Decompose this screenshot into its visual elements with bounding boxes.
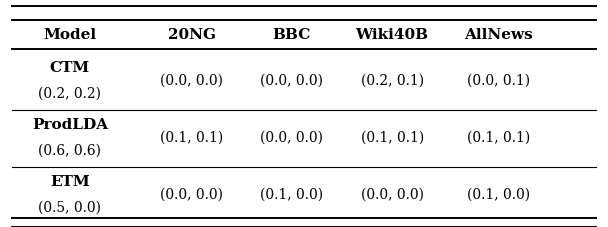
- Text: CTM: CTM: [50, 61, 90, 75]
- Text: AllNews: AllNews: [464, 28, 533, 42]
- Text: BBC: BBC: [272, 28, 311, 42]
- Text: (0.2, 0.2): (0.2, 0.2): [38, 86, 102, 100]
- Text: (0.1, 0.1): (0.1, 0.1): [467, 130, 530, 144]
- Text: (0.0, 0.0): (0.0, 0.0): [160, 74, 223, 88]
- Text: (0.1, 0.1): (0.1, 0.1): [361, 130, 424, 144]
- Text: (0.0, 0.0): (0.0, 0.0): [260, 130, 323, 144]
- Text: (0.1, 0.0): (0.1, 0.0): [260, 187, 323, 201]
- Text: (0.1, 0.0): (0.1, 0.0): [467, 187, 530, 201]
- Text: (0.0, 0.1): (0.0, 0.1): [467, 74, 530, 88]
- Text: Model: Model: [43, 28, 97, 42]
- Text: ProdLDA: ProdLDA: [32, 118, 108, 132]
- Text: (0.1, 0.1): (0.1, 0.1): [160, 130, 223, 144]
- Text: (0.2, 0.1): (0.2, 0.1): [361, 74, 424, 88]
- Text: ETM: ETM: [50, 175, 90, 189]
- Text: (0.5, 0.0): (0.5, 0.0): [38, 200, 102, 214]
- Text: 20NG: 20NG: [168, 28, 215, 42]
- Text: Wiki40B: Wiki40B: [356, 28, 429, 42]
- Text: (0.6, 0.6): (0.6, 0.6): [38, 143, 102, 157]
- Text: (0.0, 0.0): (0.0, 0.0): [160, 187, 223, 201]
- Text: (0.0, 0.0): (0.0, 0.0): [361, 187, 424, 201]
- Text: (0.0, 0.0): (0.0, 0.0): [260, 74, 323, 88]
